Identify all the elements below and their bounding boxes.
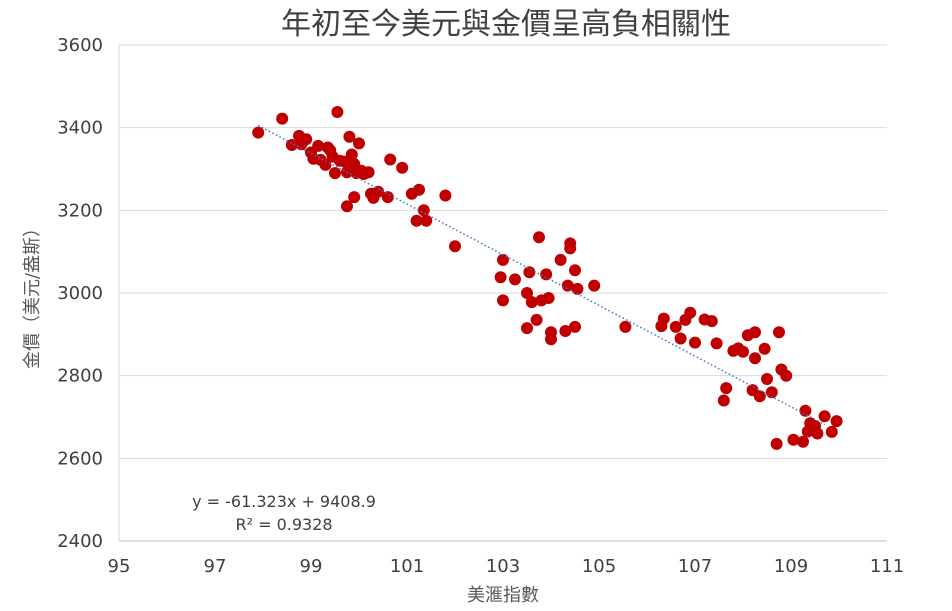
data-point [276,112,289,125]
data-point [331,106,344,118]
data-point [545,333,557,346]
data-point [825,425,838,438]
data-point [830,415,843,428]
y-tick-label: 2600 [57,448,103,469]
data-point [413,183,425,196]
data-point [619,320,632,333]
data-point [509,273,521,286]
x-tick-label: 101 [390,556,424,577]
data-point [540,268,553,281]
y-tick-label: 2400 [57,531,103,552]
data-point [818,410,831,423]
y-axis-title: 金價（美元/盎斯） [22,219,43,369]
data-point [396,161,409,174]
data-point [780,369,793,382]
data-point [300,133,313,146]
data-point [684,306,697,319]
data-point [381,191,394,204]
data-point [523,266,536,279]
data-point [787,433,800,446]
data-point [753,390,766,403]
data-point [384,153,397,166]
data-point [542,292,555,304]
data-point [348,191,361,204]
data-point [353,137,365,150]
data-point [494,271,507,284]
data-point [773,326,785,339]
data-point [717,394,730,407]
data-point [319,158,332,171]
data-point [561,279,574,292]
x-tick-labels: 95 97 99 101 103 105 107 109 111 [108,556,905,577]
y-tick-label: 3400 [57,118,103,139]
data-point [770,437,783,450]
data-point [749,352,761,365]
y-tick-label: 3000 [57,283,103,304]
data-point [329,167,341,180]
data-point [252,126,265,139]
data-point [343,130,356,143]
x-tick-label: 111 [870,556,904,577]
regression-equation: y = -61.323x + 9408.9 [192,492,376,511]
data-point [674,332,687,345]
data-points [252,106,843,450]
data-point [689,336,701,349]
data-point [564,242,577,255]
y-tick-label: 3200 [57,200,103,221]
data-point [571,282,584,295]
data-point [569,320,581,333]
data-point [497,294,509,307]
data-point [362,166,375,179]
data-point [497,253,509,266]
data-point [521,322,533,335]
data-point [525,296,538,309]
data-point [439,189,452,202]
data-point [569,264,581,277]
x-tick-label: 99 [300,556,323,577]
data-point [559,325,572,337]
data-point [797,435,809,448]
data-point [449,240,461,253]
data-point [410,214,423,227]
x-axis-title: 美滙指數 [467,585,539,606]
gridlines [119,44,887,459]
data-point [345,148,358,161]
data-point [341,200,353,213]
x-tick-label: 105 [582,556,616,577]
x-tick-label: 95 [108,556,131,577]
x-tick-label: 109 [774,556,808,577]
data-point [705,315,718,328]
y-tick-label: 2800 [57,366,103,387]
y-tick-labels: 2400 2600 2800 3000 3200 3400 3600 [57,35,103,552]
data-point [285,139,298,151]
data-point [372,185,385,198]
data-point [761,373,773,385]
r-squared-label: R² = 0.9328 [235,515,332,534]
data-point [657,312,670,325]
data-point [811,427,824,440]
data-point [737,345,749,358]
trendline [257,124,825,426]
data-point [720,382,733,395]
data-point [420,214,433,227]
data-point [554,253,567,266]
data-point [521,287,533,299]
data-point [417,204,430,217]
data-point [588,279,601,292]
data-point [799,404,812,417]
x-tick-label: 107 [678,556,712,577]
data-point [758,342,771,355]
data-point [669,320,682,333]
x-tick-label: 97 [204,556,227,577]
data-point [312,139,325,152]
x-tick-label: 103 [486,556,520,577]
data-point [530,313,543,326]
data-point [533,231,545,244]
data-point [749,326,761,339]
data-point [710,337,723,350]
y-tick-label: 3600 [57,35,103,56]
chart-title: 年初至今美元與金價呈高負相關性 [281,7,731,42]
